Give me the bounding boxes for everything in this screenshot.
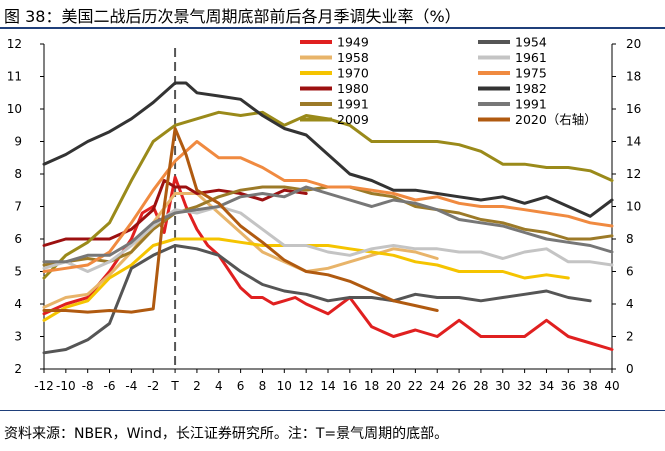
legend-label: 1958 <box>337 50 369 65</box>
y-right-tick-label: 16 <box>626 102 641 116</box>
x-tick-label: -8 <box>82 379 94 393</box>
legend-label: 1949 <box>337 35 369 50</box>
x-tick-label: -6 <box>104 379 116 393</box>
x-tick-label: 26 <box>451 379 466 393</box>
x-tick-label: 20 <box>386 379 401 393</box>
x-tick-label: 34 <box>539 379 554 393</box>
series-line-1949 <box>42 175 614 351</box>
x-tick-label: 12 <box>299 379 314 393</box>
legend-label: 2009 <box>337 112 369 127</box>
y-right-tick-label: 18 <box>626 70 641 84</box>
x-tick-label: 18 <box>364 379 379 393</box>
x-tick-label: 10 <box>277 379 292 393</box>
legend-label: 2020（右轴） <box>515 112 597 127</box>
legend-label: 1954 <box>515 35 547 50</box>
y-left-tick-label: 12 <box>7 37 22 51</box>
legend-label: 1975 <box>515 66 547 81</box>
y-right-tick-label: 12 <box>626 167 641 181</box>
y-right-tick-label: 4 <box>626 297 634 311</box>
x-tick-label: 4 <box>215 379 223 393</box>
y-left-tick-label: 11 <box>7 70 22 84</box>
y-right-tick-label: 14 <box>626 135 641 149</box>
figure-source: 资料来源：NBER，Wind，长江证券研究所。注：T=景气周期的底部。 <box>4 426 449 442</box>
legend-label: 1991 <box>515 97 547 112</box>
y-right-tick-label: 20 <box>626 37 641 51</box>
y-left-tick-label: 4 <box>14 297 22 311</box>
x-tick-label: -12 <box>34 379 54 393</box>
source-rule <box>0 410 665 411</box>
series-line-2020 <box>42 127 439 314</box>
x-tick-label: -4 <box>125 379 137 393</box>
series-line-1991 <box>42 185 614 264</box>
x-tick-label: 24 <box>430 379 445 393</box>
y-right-tick-label: 0 <box>626 362 634 376</box>
x-tick-label: 30 <box>495 379 510 393</box>
series-line-1980 <box>42 179 308 247</box>
y-left-tick-label: 3 <box>14 330 22 344</box>
y-left-tick-label: 7 <box>14 200 22 214</box>
y-right-tick-label: 2 <box>626 330 634 344</box>
title-rule <box>0 27 665 29</box>
series-line-1954 <box>42 244 592 355</box>
legend: 1949195819701980199120091954196119751982… <box>300 35 597 127</box>
y-left-tick-label: 6 <box>14 232 22 246</box>
y-left-tick-label: 5 <box>14 265 22 279</box>
series-line-1958 <box>42 192 439 309</box>
x-tick-label: 38 <box>583 379 598 393</box>
legend-label: 1991 <box>337 97 369 112</box>
x-tick-label: 14 <box>320 379 335 393</box>
x-tick-label: -10 <box>56 379 76 393</box>
x-tick-label: 22 <box>408 379 423 393</box>
x-tick-label: 16 <box>342 379 357 393</box>
y-left-tick-label: 10 <box>7 102 22 116</box>
x-tick-label: 32 <box>517 379 532 393</box>
x-tick-label: 36 <box>561 379 576 393</box>
y-left-tick-label: 9 <box>14 135 22 149</box>
y-right-tick-label: 10 <box>626 200 641 214</box>
legend-label: 1961 <box>515 50 547 65</box>
y-left-tick-label: 2 <box>14 362 22 376</box>
series-line-1982 <box>42 81 614 218</box>
x-tick-label: 28 <box>473 379 488 393</box>
x-tick-label: 6 <box>237 379 245 393</box>
x-tick-label: T <box>170 379 179 393</box>
figure-title: 图 38：美国二战后历次景气周期底部前后各月季调失业率（%） <box>4 7 461 26</box>
series-line-1975 <box>42 140 614 273</box>
legend-label: 1980 <box>337 81 369 96</box>
legend-label: 1982 <box>515 81 547 96</box>
x-tick-label: 2 <box>193 379 201 393</box>
x-tick-label: 40 <box>604 379 619 393</box>
x-tick-label: 8 <box>259 379 267 393</box>
x-tick-label: -2 <box>147 379 159 393</box>
series-line-1961 <box>42 205 614 273</box>
legend-label: 1970 <box>337 66 369 81</box>
y-right-tick-label: 6 <box>626 265 634 279</box>
y-right-tick-label: 8 <box>626 232 634 246</box>
y-left-tick-label: 8 <box>14 167 22 181</box>
